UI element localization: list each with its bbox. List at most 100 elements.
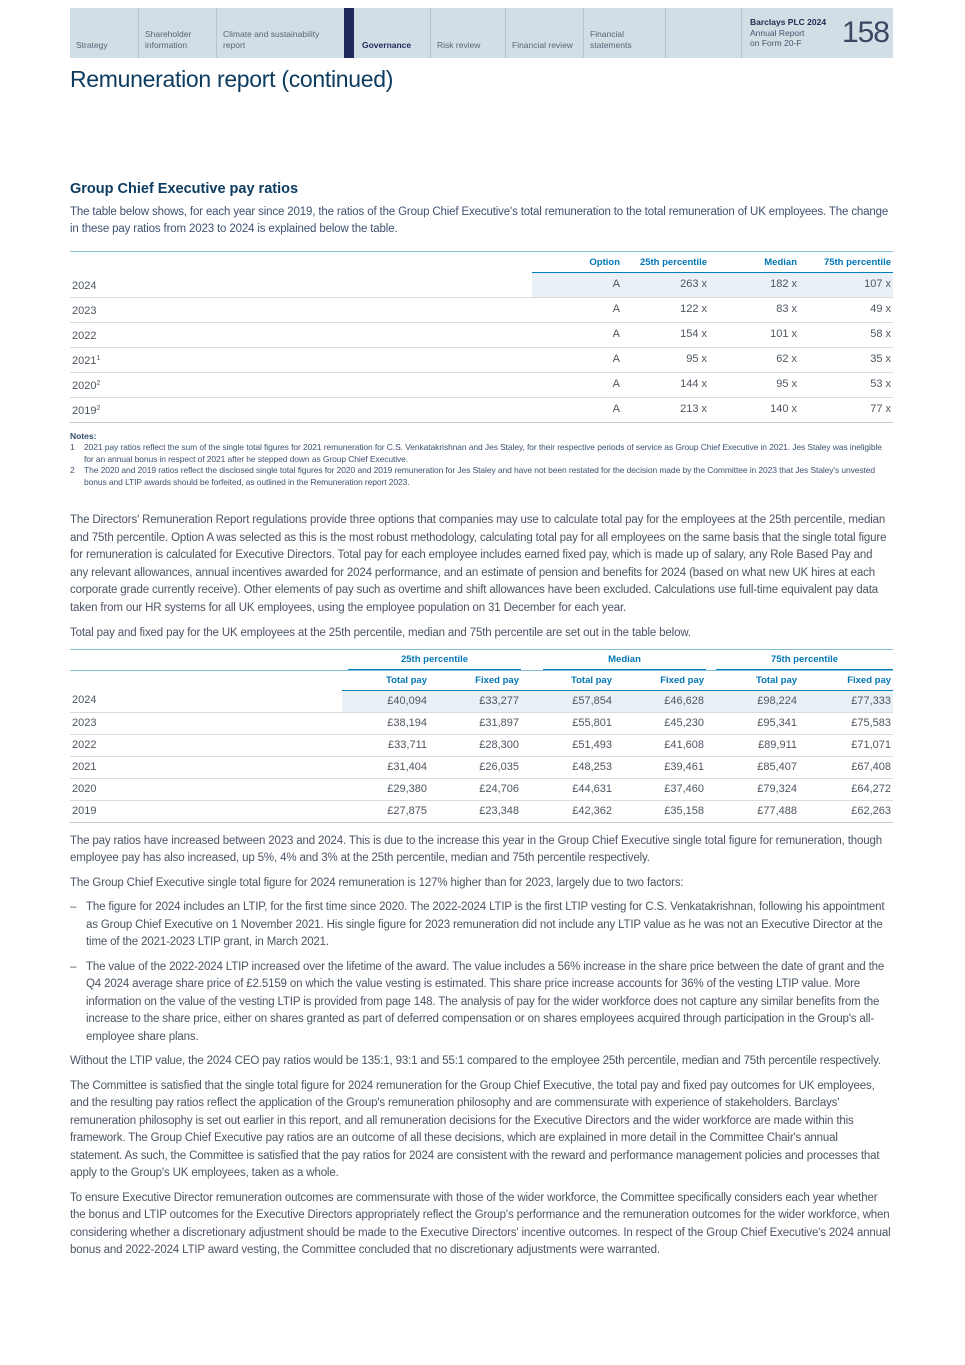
bullet-item: – The value of the 2022-2024 LTIP increa… — [70, 959, 893, 1047]
value-cell: £89,911 — [706, 734, 800, 757]
table-row: 2021 £31,404 £26,035 £48,253 £39,461 £85… — [70, 756, 894, 779]
value-cell: £44,631 — [521, 778, 614, 801]
option-cell: A — [532, 397, 622, 423]
tab-financial-review[interactable]: Financial review — [505, 8, 583, 58]
value-cell: £38,194 — [342, 712, 429, 735]
note-item: 1 2021 pay ratios reflect the sum of the… — [70, 442, 893, 465]
year-cell: 2023 — [70, 297, 532, 323]
tab-risk-review[interactable]: Risk review — [430, 8, 505, 58]
year-column-header — [70, 648, 342, 670]
value-cell: £64,272 — [799, 778, 894, 801]
option-cell: A — [532, 347, 622, 373]
total-pay-header: Total pay — [521, 669, 614, 691]
section-intro: The table below shows, for each year sin… — [70, 206, 889, 235]
value-cell: £26,035 — [429, 756, 521, 779]
table-row: 2024 A 263 x 182 x 107 x — [70, 272, 893, 298]
year-cell: 2022 — [70, 734, 342, 757]
note-number: 1 — [70, 442, 75, 452]
value-cell: £51,493 — [521, 734, 614, 757]
value-cell: £71,071 — [799, 734, 894, 757]
page-content: Group Chief Executive pay ratios The tab… — [70, 180, 894, 1260]
tab-label: Shareholder information — [145, 29, 192, 50]
tab-label: Financial review — [512, 39, 573, 50]
option-cell: A — [532, 322, 622, 348]
dash-bullet-icon: – — [70, 960, 77, 973]
tab-label: Strategy — [76, 39, 108, 50]
table-row: 2024 £40,094 £33,277 £57,854 £46,628 £98… — [70, 690, 894, 713]
tab-label: Governance — [362, 39, 412, 50]
fixed-pay-header: Fixed pay — [799, 669, 894, 691]
note-text: 2021 pay ratios reflect the sum of the s… — [84, 442, 882, 464]
value-cell: £35,158 — [614, 800, 707, 823]
table-row: 20202 A 144 x 95 x 53 x — [70, 372, 893, 398]
value-cell: £24,706 — [429, 778, 521, 801]
sub-header-row: Total pay Fixed pay Total pay Fixed pay … — [70, 669, 894, 691]
note-number: 2 — [70, 465, 75, 475]
median-cell: 140 x — [709, 397, 799, 423]
p25-cell: 122 x — [622, 297, 709, 323]
tab-climate-sustainability[interactable]: Climate and sustainability report — [216, 8, 344, 58]
median-cell: 101 x — [709, 322, 799, 348]
bullet-item: – The figure for 2024 includes an LTIP, … — [70, 899, 893, 952]
value-cell: £33,277 — [429, 690, 521, 713]
tab-strategy[interactable]: Strategy — [70, 8, 138, 58]
table-row: 2020 £29,380 £24,706 £44,631 £37,460 £79… — [70, 778, 894, 801]
table-row: 2022 A 154 x 101 x 58 x — [70, 322, 893, 348]
table-row: 2023 £38,194 £31,897 £55,801 £45,230 £95… — [70, 712, 894, 735]
value-cell: £33,711 — [342, 734, 429, 757]
paragraph-committee-satisfied: The Committee is satisfied that the sing… — [70, 1079, 880, 1180]
median-cell: 83 x — [709, 297, 799, 323]
note-item: 2 The 2020 and 2019 ratios reflect the d… — [70, 465, 893, 488]
total-fixed-pay-table: 25th percentile Median 75th percentile T… — [70, 648, 894, 823]
top-navigation: Strategy Shareholder information Climate… — [70, 8, 893, 58]
report-brand: Barclays PLC 2024 Annual Report on Form … — [741, 8, 841, 58]
tab-shareholder-information[interactable]: Shareholder information — [138, 8, 216, 58]
value-cell: £31,897 — [429, 712, 521, 735]
paragraph-total-pay-intro: Total pay and fixed pay for the UK emplo… — [70, 627, 691, 639]
value-cell: £77,488 — [706, 800, 800, 823]
section-heading: Group Chief Executive pay ratios — [70, 181, 299, 197]
p25-cell: 213 x — [622, 397, 709, 423]
tab-financial-statements[interactable]: Financial statements — [583, 8, 665, 58]
table-row: 20192 A 213 x 140 x 77 x — [70, 397, 893, 423]
p75-cell: 77 x — [799, 397, 893, 423]
median-cell: 95 x — [709, 372, 799, 398]
value-cell: £79,324 — [706, 778, 800, 801]
paragraph-two-factors: The Group Chief Executive single total f… — [70, 876, 684, 889]
p75-cell: 107 x — [799, 272, 893, 298]
value-cell: £40,094 — [342, 690, 429, 713]
table-row: 2019 £27,875 £23,348 £42,362 £35,158 £77… — [70, 800, 894, 823]
p75-column-header: 75th percentile — [799, 251, 893, 273]
tab-label: Risk review — [437, 39, 481, 50]
median-group-header: Median — [521, 648, 707, 670]
year-cell: 2022 — [70, 322, 532, 348]
year-cell: 20211 — [70, 347, 532, 373]
year-cell: 2020 — [70, 778, 342, 801]
p75-cell: 58 x — [799, 322, 893, 348]
year-cell: 2019 — [70, 800, 342, 823]
brand-subtitle2: on Form 20-F — [750, 38, 802, 49]
p75-cell: 49 x — [799, 297, 893, 323]
value-cell: £77,333 — [799, 690, 894, 713]
year-subheader — [70, 669, 342, 690]
fixed-pay-header: Fixed pay — [429, 669, 521, 691]
paragraph-ratio-increase: The pay ratios have increased between 20… — [70, 834, 882, 865]
value-cell: £98,224 — [706, 690, 800, 713]
nav-spacer — [665, 8, 741, 58]
tab-label: Climate and sustainability report — [223, 29, 320, 50]
year-cell: 20192 — [70, 397, 532, 423]
p25-column-header: 25th percentile — [622, 251, 709, 273]
table-row: 2022 £33,711 £28,300 £51,493 £41,608 £89… — [70, 734, 894, 757]
value-cell: £85,407 — [706, 756, 800, 779]
paragraph-methodology: The Directors' Remuneration Report regul… — [70, 514, 887, 614]
tab-governance[interactable]: Governance — [354, 8, 430, 58]
total-pay-header: Total pay — [706, 669, 800, 691]
option-cell: A — [532, 372, 622, 398]
table-header-row: Option 25th percentile Median 75th perce… — [70, 251, 893, 273]
value-cell: £75,583 — [799, 712, 894, 735]
paragraph-ensure-outcomes: To ensure Executive Director remuneratio… — [70, 1191, 891, 1257]
note-text: The 2020 and 2019 ratios reflect the dis… — [84, 465, 876, 487]
value-cell: £57,854 — [521, 690, 614, 713]
brand-subtitle: Annual Report — [750, 27, 805, 38]
